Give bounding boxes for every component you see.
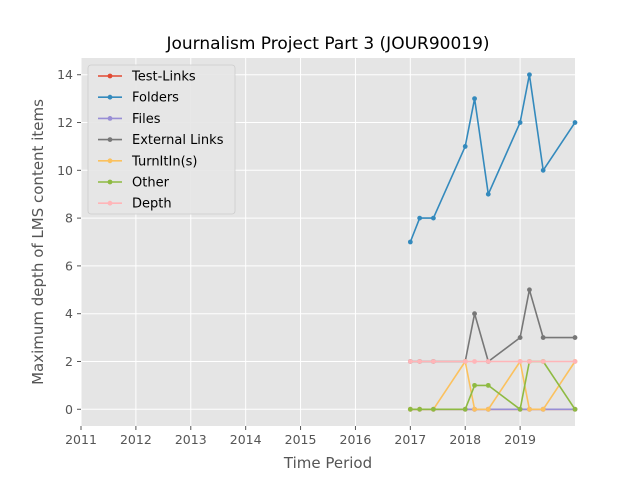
x-tick-label: 2015: [285, 432, 317, 447]
y-tick-label: 2: [65, 354, 73, 369]
data-point-folders: [417, 215, 423, 221]
series-depth: [407, 359, 578, 364]
data-point-folders: [517, 120, 523, 125]
data-point-turnitin-s: [485, 406, 491, 412]
data-point-depth: [485, 359, 491, 364]
y-tick-label: 12: [57, 115, 73, 130]
legend-marker: [107, 200, 113, 206]
data-point-other: [517, 406, 523, 412]
data-point-other: [407, 406, 413, 412]
series-lines: [407, 72, 578, 412]
x-tick-label: 2014: [230, 432, 262, 447]
x-tick-label: 2019: [504, 432, 536, 447]
legend-marker: [107, 158, 113, 164]
legend-item: Files: [98, 112, 161, 127]
y-tick-label: 10: [57, 163, 73, 178]
data-point-depth: [517, 359, 523, 364]
x-tick-label: 2013: [175, 432, 207, 447]
legend-item: External Links: [98, 133, 224, 148]
legend-label: Files: [132, 112, 161, 127]
legend-label: Depth: [132, 197, 172, 212]
data-point-external-links: [540, 335, 546, 340]
y-tick-label: 4: [65, 306, 73, 321]
data-point-depth: [540, 359, 546, 364]
data-point-folders: [485, 191, 491, 197]
legend-marker: [107, 116, 113, 121]
data-point-other: [485, 382, 491, 388]
legend-marker: [107, 179, 113, 185]
data-point-other: [572, 406, 578, 412]
data-point-depth: [462, 359, 468, 364]
legend: Test-Links Folders Files External Links Turn…: [87, 64, 236, 215]
y-tick-label: 14: [57, 67, 73, 82]
legend-marker: [107, 94, 113, 100]
legend-marker: [107, 137, 113, 143]
legend-label: Other: [132, 176, 170, 191]
legend-label: TurnItIn(s): [131, 154, 197, 169]
data-point-folders: [462, 144, 468, 149]
data-point-depth: [572, 359, 578, 364]
legend-label: External Links: [132, 133, 224, 148]
legend-label: Folders: [132, 91, 179, 106]
data-point-other: [462, 406, 468, 412]
data-point-other: [472, 382, 477, 388]
x-tick-label: 2017: [394, 432, 426, 447]
legend-label: Test-Links: [131, 70, 196, 85]
x-axis-label: Time Period: [283, 454, 372, 472]
x-tick-label: 2016: [340, 432, 372, 447]
x-tick-label: 2012: [120, 432, 152, 447]
data-point-depth: [417, 359, 423, 364]
data-point-external-links: [527, 287, 532, 293]
y-tick-label: 8: [65, 211, 73, 226]
x-tick-label: 2018: [449, 432, 481, 447]
legend-item: Test-Links: [98, 70, 196, 85]
data-point-other: [430, 406, 436, 412]
series-folders: [407, 72, 578, 245]
data-point-other: [417, 406, 423, 412]
legend-item: TurnItIn(s): [98, 154, 197, 169]
legend-box: [87, 64, 236, 215]
y-axis-label: Maximum depth of LMS content items: [29, 99, 47, 385]
y-tick-label: 6: [65, 258, 73, 273]
data-point-folders: [430, 215, 436, 221]
y-tick-label: 0: [65, 402, 73, 417]
data-point-external-links: [517, 335, 523, 340]
data-point-folders: [527, 72, 532, 78]
data-point-depth: [527, 359, 532, 364]
x-axis-ticks: 2011 2012 2013 2014 2015 2016 2017 2018 2019: [65, 426, 536, 447]
legend-marker: [107, 73, 113, 79]
legend-item: Depth: [98, 197, 172, 212]
data-point-depth: [472, 359, 477, 364]
series-line-folders: [409, 73, 576, 243]
data-point-external-links: [472, 311, 477, 317]
legend-item: Folders: [98, 91, 179, 106]
data-point-folders: [472, 96, 477, 102]
data-point-turnitin-s: [540, 406, 546, 412]
data-point-turnitin-s: [472, 406, 477, 412]
data-point-turnitin-s: [527, 406, 532, 412]
y-axis-ticks: 0 2 4 6 8 10 12 14: [57, 67, 81, 417]
chart-title: Journalism Project Part 3 (JOUR90019): [165, 34, 489, 54]
data-point-depth: [430, 359, 436, 364]
legend-item: Other: [98, 176, 170, 191]
data-point-folders: [407, 239, 413, 245]
x-tick-label: 2011: [65, 432, 97, 447]
data-point-folders: [540, 167, 546, 173]
data-point-external-links: [572, 335, 578, 340]
data-point-depth: [407, 359, 413, 364]
data-point-folders: [572, 120, 578, 125]
